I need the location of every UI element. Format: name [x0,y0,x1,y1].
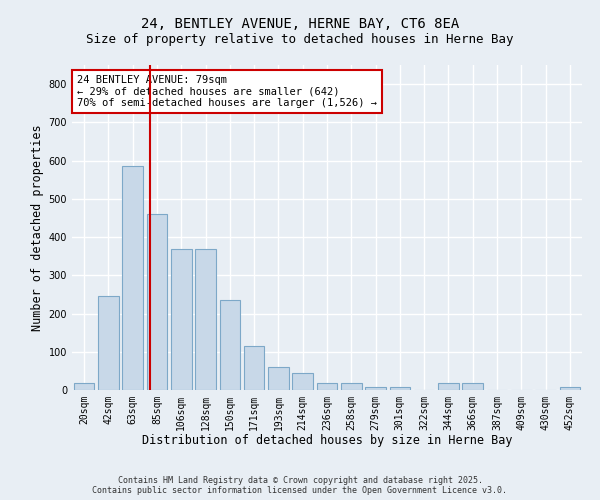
Bar [292,373,313,390]
Bar [146,214,167,390]
Text: Contains HM Land Registry data © Crown copyright and database right 2025.
Contai: Contains HM Land Registry data © Crown c… [92,476,508,495]
Bar [463,383,483,390]
Bar [195,248,216,390]
Text: 24, BENTLEY AVENUE, HERNE BAY, CT6 8EA: 24, BENTLEY AVENUE, HERNE BAY, CT6 8EA [141,18,459,32]
Bar [438,383,459,390]
Bar [268,367,289,390]
Bar [244,346,265,390]
Text: Size of property relative to detached houses in Herne Bay: Size of property relative to detached ho… [86,32,514,46]
Bar [122,166,143,390]
Text: 24 BENTLEY AVENUE: 79sqm
← 29% of detached houses are smaller (642)
70% of semi-: 24 BENTLEY AVENUE: 79sqm ← 29% of detach… [77,74,377,108]
Bar [341,383,362,390]
X-axis label: Distribution of detached houses by size in Herne Bay: Distribution of detached houses by size … [142,434,512,448]
Bar [365,387,386,390]
Bar [74,383,94,390]
Bar [317,383,337,390]
Bar [220,300,240,390]
Bar [389,387,410,390]
Bar [171,248,191,390]
Bar [560,387,580,390]
Bar [98,296,119,390]
Y-axis label: Number of detached properties: Number of detached properties [31,124,44,331]
